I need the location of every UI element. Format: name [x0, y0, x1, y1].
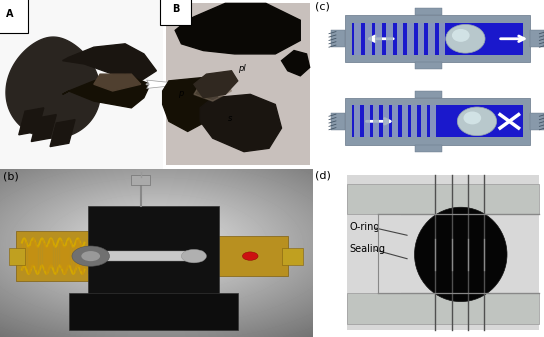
- Bar: [88, 239, 125, 273]
- Polygon shape: [175, 3, 300, 54]
- Bar: [331, 30, 345, 47]
- Bar: [331, 113, 345, 130]
- Bar: [438, 23, 445, 55]
- Bar: [530, 30, 544, 47]
- Polygon shape: [50, 120, 75, 147]
- Bar: [345, 15, 530, 62]
- Text: p: p: [178, 89, 184, 98]
- Text: Sealing: Sealing: [350, 244, 386, 254]
- Bar: [166, 3, 310, 165]
- Polygon shape: [194, 71, 238, 98]
- Bar: [352, 23, 523, 55]
- Polygon shape: [18, 108, 44, 135]
- Bar: [415, 145, 442, 152]
- Circle shape: [72, 246, 109, 266]
- Polygon shape: [282, 51, 310, 76]
- Bar: [282, 248, 304, 265]
- Polygon shape: [94, 74, 141, 91]
- Bar: [94, 251, 203, 261]
- Polygon shape: [163, 78, 219, 131]
- Circle shape: [181, 249, 206, 263]
- Bar: [194, 236, 288, 276]
- Polygon shape: [31, 115, 56, 142]
- Bar: [415, 8, 442, 15]
- Bar: [411, 105, 417, 137]
- Text: (a): (a): [0, 0, 13, 10]
- Circle shape: [243, 252, 258, 260]
- Bar: [421, 105, 427, 137]
- Bar: [373, 105, 379, 137]
- Bar: [9, 248, 25, 265]
- Bar: [397, 23, 403, 55]
- Polygon shape: [63, 74, 150, 108]
- Circle shape: [458, 107, 497, 135]
- Bar: [352, 105, 523, 137]
- Bar: [407, 23, 413, 55]
- Circle shape: [452, 29, 469, 42]
- Bar: [354, 105, 360, 137]
- Bar: [383, 105, 389, 137]
- Bar: [16, 231, 94, 281]
- Text: A: A: [6, 9, 14, 19]
- Bar: [348, 293, 539, 324]
- Text: s: s: [228, 114, 233, 123]
- Bar: [375, 23, 382, 55]
- Text: pl: pl: [238, 64, 245, 73]
- Polygon shape: [6, 37, 100, 138]
- Text: B: B: [172, 4, 180, 14]
- Bar: [131, 175, 150, 185]
- Text: O-ring: O-ring: [350, 222, 380, 233]
- Bar: [386, 23, 393, 55]
- Circle shape: [446, 25, 485, 53]
- Polygon shape: [194, 81, 231, 101]
- Bar: [430, 105, 436, 137]
- Polygon shape: [63, 44, 157, 81]
- Bar: [402, 105, 408, 137]
- Bar: [354, 23, 361, 55]
- Bar: [364, 105, 370, 137]
- Circle shape: [463, 112, 481, 124]
- Bar: [69, 293, 238, 330]
- Circle shape: [81, 251, 100, 261]
- Text: (c): (c): [315, 2, 330, 12]
- Bar: [348, 184, 539, 214]
- Bar: [530, 113, 544, 130]
- Bar: [345, 98, 530, 145]
- Bar: [418, 23, 424, 55]
- Bar: [365, 23, 372, 55]
- Text: (b): (b): [3, 172, 19, 182]
- Text: d: d: [231, 17, 237, 26]
- Bar: [415, 62, 442, 69]
- Bar: [378, 214, 400, 293]
- Bar: [392, 105, 398, 137]
- Polygon shape: [200, 94, 282, 152]
- Bar: [415, 91, 442, 98]
- Bar: [88, 206, 219, 307]
- Bar: [0, 0, 163, 168]
- Ellipse shape: [415, 207, 507, 302]
- Bar: [348, 175, 539, 330]
- Bar: [428, 23, 435, 55]
- Text: (d): (d): [315, 170, 331, 180]
